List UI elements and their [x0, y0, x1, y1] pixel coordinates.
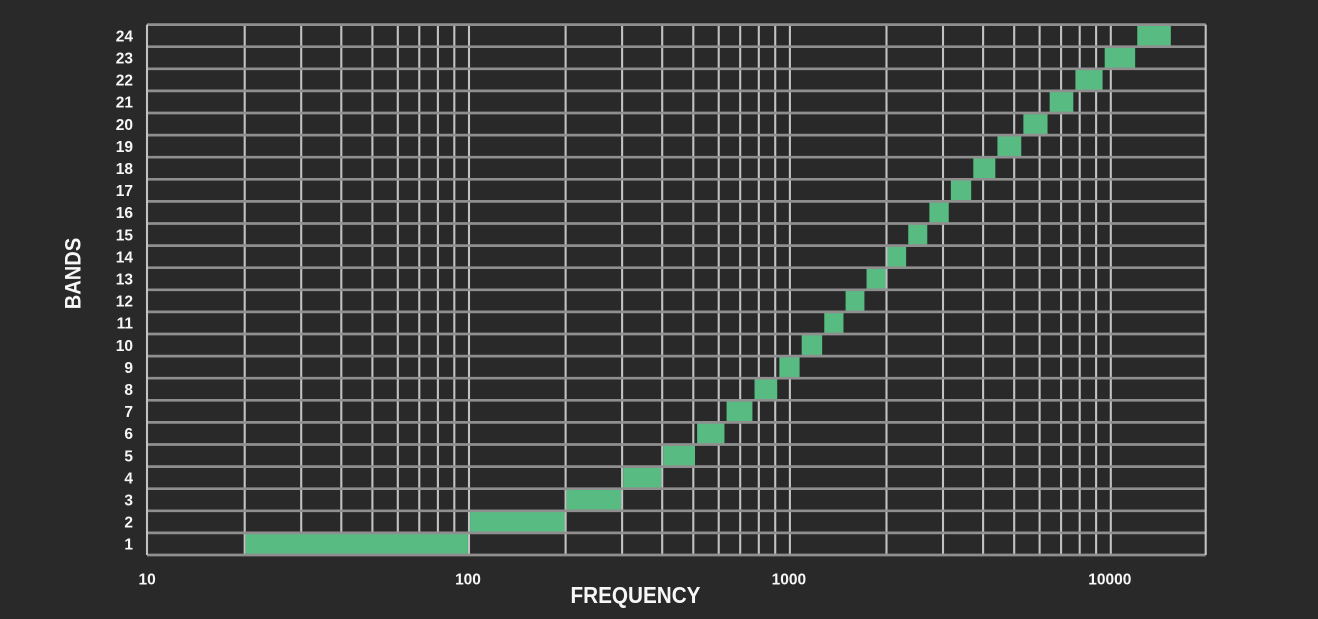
svg-text:6: 6 [124, 426, 133, 443]
svg-text:11: 11 [117, 316, 134, 333]
svg-text:12: 12 [116, 294, 133, 311]
svg-text:1000: 1000 [772, 571, 806, 588]
svg-text:9: 9 [124, 360, 133, 377]
svg-text:10: 10 [138, 571, 155, 588]
svg-text:14: 14 [116, 249, 134, 266]
svg-text:1: 1 [124, 537, 133, 554]
svg-text:3: 3 [124, 492, 133, 509]
svg-text:18: 18 [116, 161, 134, 178]
svg-text:BANDS: BANDS [61, 238, 86, 310]
svg-text:10000: 10000 [1088, 571, 1131, 588]
svg-text:2: 2 [124, 515, 133, 532]
svg-text:7: 7 [124, 404, 133, 421]
svg-text:17: 17 [116, 183, 133, 200]
svg-text:8: 8 [124, 382, 133, 399]
svg-text:16: 16 [116, 205, 134, 222]
svg-text:23: 23 [116, 50, 134, 67]
svg-text:10: 10 [116, 338, 133, 355]
svg-text:13: 13 [116, 271, 134, 288]
svg-text:100: 100 [455, 571, 481, 588]
svg-text:5: 5 [124, 448, 133, 465]
svg-text:4: 4 [124, 470, 133, 487]
svg-text:FREQUENCY: FREQUENCY [571, 582, 701, 608]
svg-text:24: 24 [116, 28, 134, 45]
svg-text:20: 20 [116, 117, 133, 134]
svg-text:22: 22 [116, 73, 133, 90]
svg-text:21: 21 [116, 95, 134, 112]
svg-text:19: 19 [116, 139, 134, 156]
svg-text:15: 15 [116, 227, 134, 244]
